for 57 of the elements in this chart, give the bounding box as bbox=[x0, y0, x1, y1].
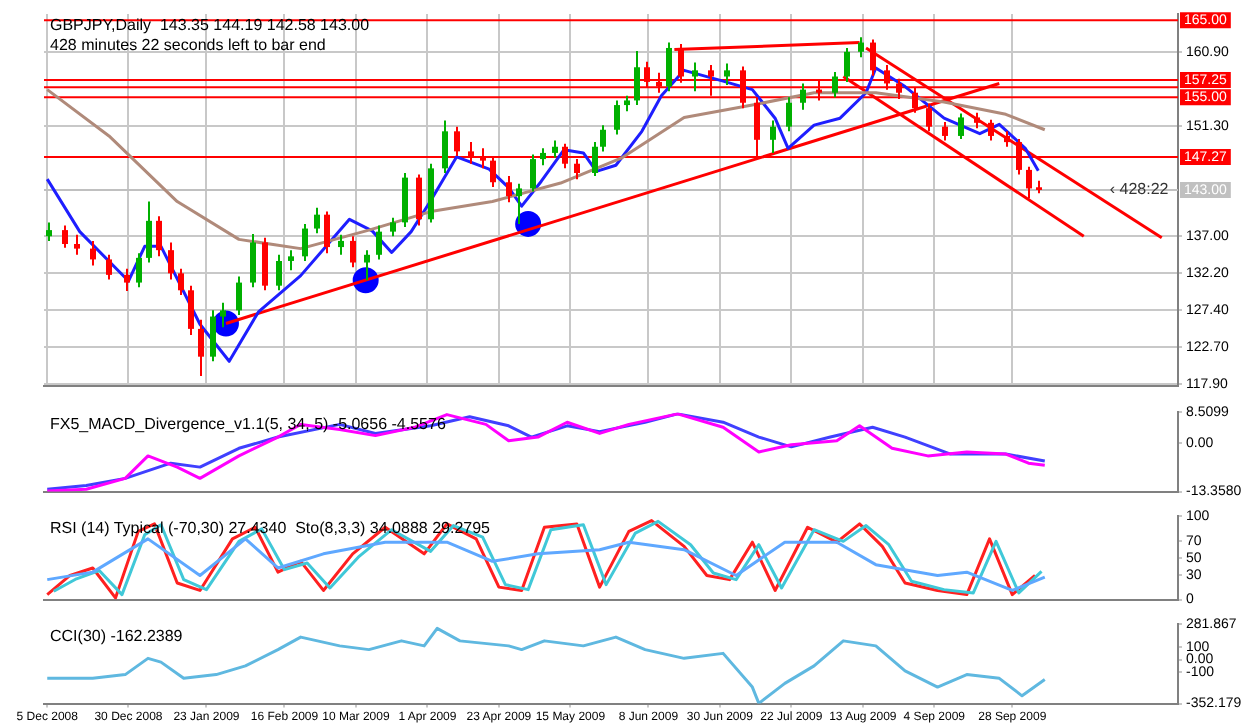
candlestick bbox=[74, 233, 80, 256]
candlestick bbox=[988, 118, 994, 142]
candlestick bbox=[188, 284, 194, 337]
candlestick bbox=[506, 175, 512, 204]
candlestick bbox=[106, 253, 112, 281]
candlestick bbox=[786, 96, 792, 133]
chart-title: GBPJPY,Daily 143.35 144.19 142.58 143.00 bbox=[50, 16, 371, 35]
candlestick bbox=[236, 275, 242, 316]
candlestick bbox=[262, 236, 268, 292]
candlestick bbox=[926, 102, 932, 133]
candlestick bbox=[390, 216, 396, 238]
candlestick bbox=[250, 232, 256, 289]
candlestick bbox=[614, 99, 620, 136]
candlestick bbox=[338, 233, 344, 256]
candlestick bbox=[770, 119, 776, 154]
candlestick bbox=[302, 222, 308, 262]
candlestick bbox=[168, 241, 174, 281]
candlestick bbox=[350, 235, 356, 269]
candlestick bbox=[724, 62, 730, 86]
candlestick bbox=[46, 221, 52, 242]
candlestick bbox=[692, 61, 698, 93]
candlestick bbox=[666, 41, 672, 93]
candlestick bbox=[376, 224, 382, 261]
candlestick bbox=[516, 182, 522, 225]
candlestick bbox=[156, 215, 162, 258]
candlestick bbox=[314, 206, 320, 235]
candlestick bbox=[442, 119, 448, 174]
candlestick bbox=[858, 36, 864, 59]
candlestick bbox=[198, 318, 204, 377]
candlestick bbox=[832, 70, 838, 99]
candlestick bbox=[210, 309, 216, 363]
candlestick bbox=[454, 125, 460, 158]
candlestick bbox=[942, 121, 948, 142]
candlestick bbox=[62, 224, 68, 249]
candlestick bbox=[288, 249, 294, 272]
candlestick bbox=[600, 124, 606, 153]
candlestick bbox=[324, 210, 330, 255]
candlestick bbox=[402, 171, 408, 229]
annotation: ‹ 428:22 bbox=[1109, 180, 1170, 199]
text: 428 minutes 22 seconds left to bar end bbox=[50, 36, 326, 55]
candlestick bbox=[276, 253, 282, 292]
candlestick bbox=[1026, 165, 1032, 200]
candlestick bbox=[136, 252, 142, 289]
candlestick bbox=[90, 239, 96, 267]
candlestick bbox=[124, 267, 130, 293]
candlestick bbox=[958, 112, 964, 141]
candlestick bbox=[634, 50, 640, 107]
candlestick bbox=[178, 267, 184, 296]
candlestick bbox=[800, 82, 806, 111]
candlestick bbox=[592, 141, 598, 178]
candlestick bbox=[146, 200, 152, 264]
candlestick bbox=[364, 249, 370, 282]
candlestick bbox=[416, 173, 422, 227]
chart-title: CCI(30) -162.2389 bbox=[50, 626, 184, 645]
candlestick bbox=[530, 153, 536, 193]
candlestick bbox=[220, 301, 226, 329]
candlestick bbox=[844, 46, 850, 83]
